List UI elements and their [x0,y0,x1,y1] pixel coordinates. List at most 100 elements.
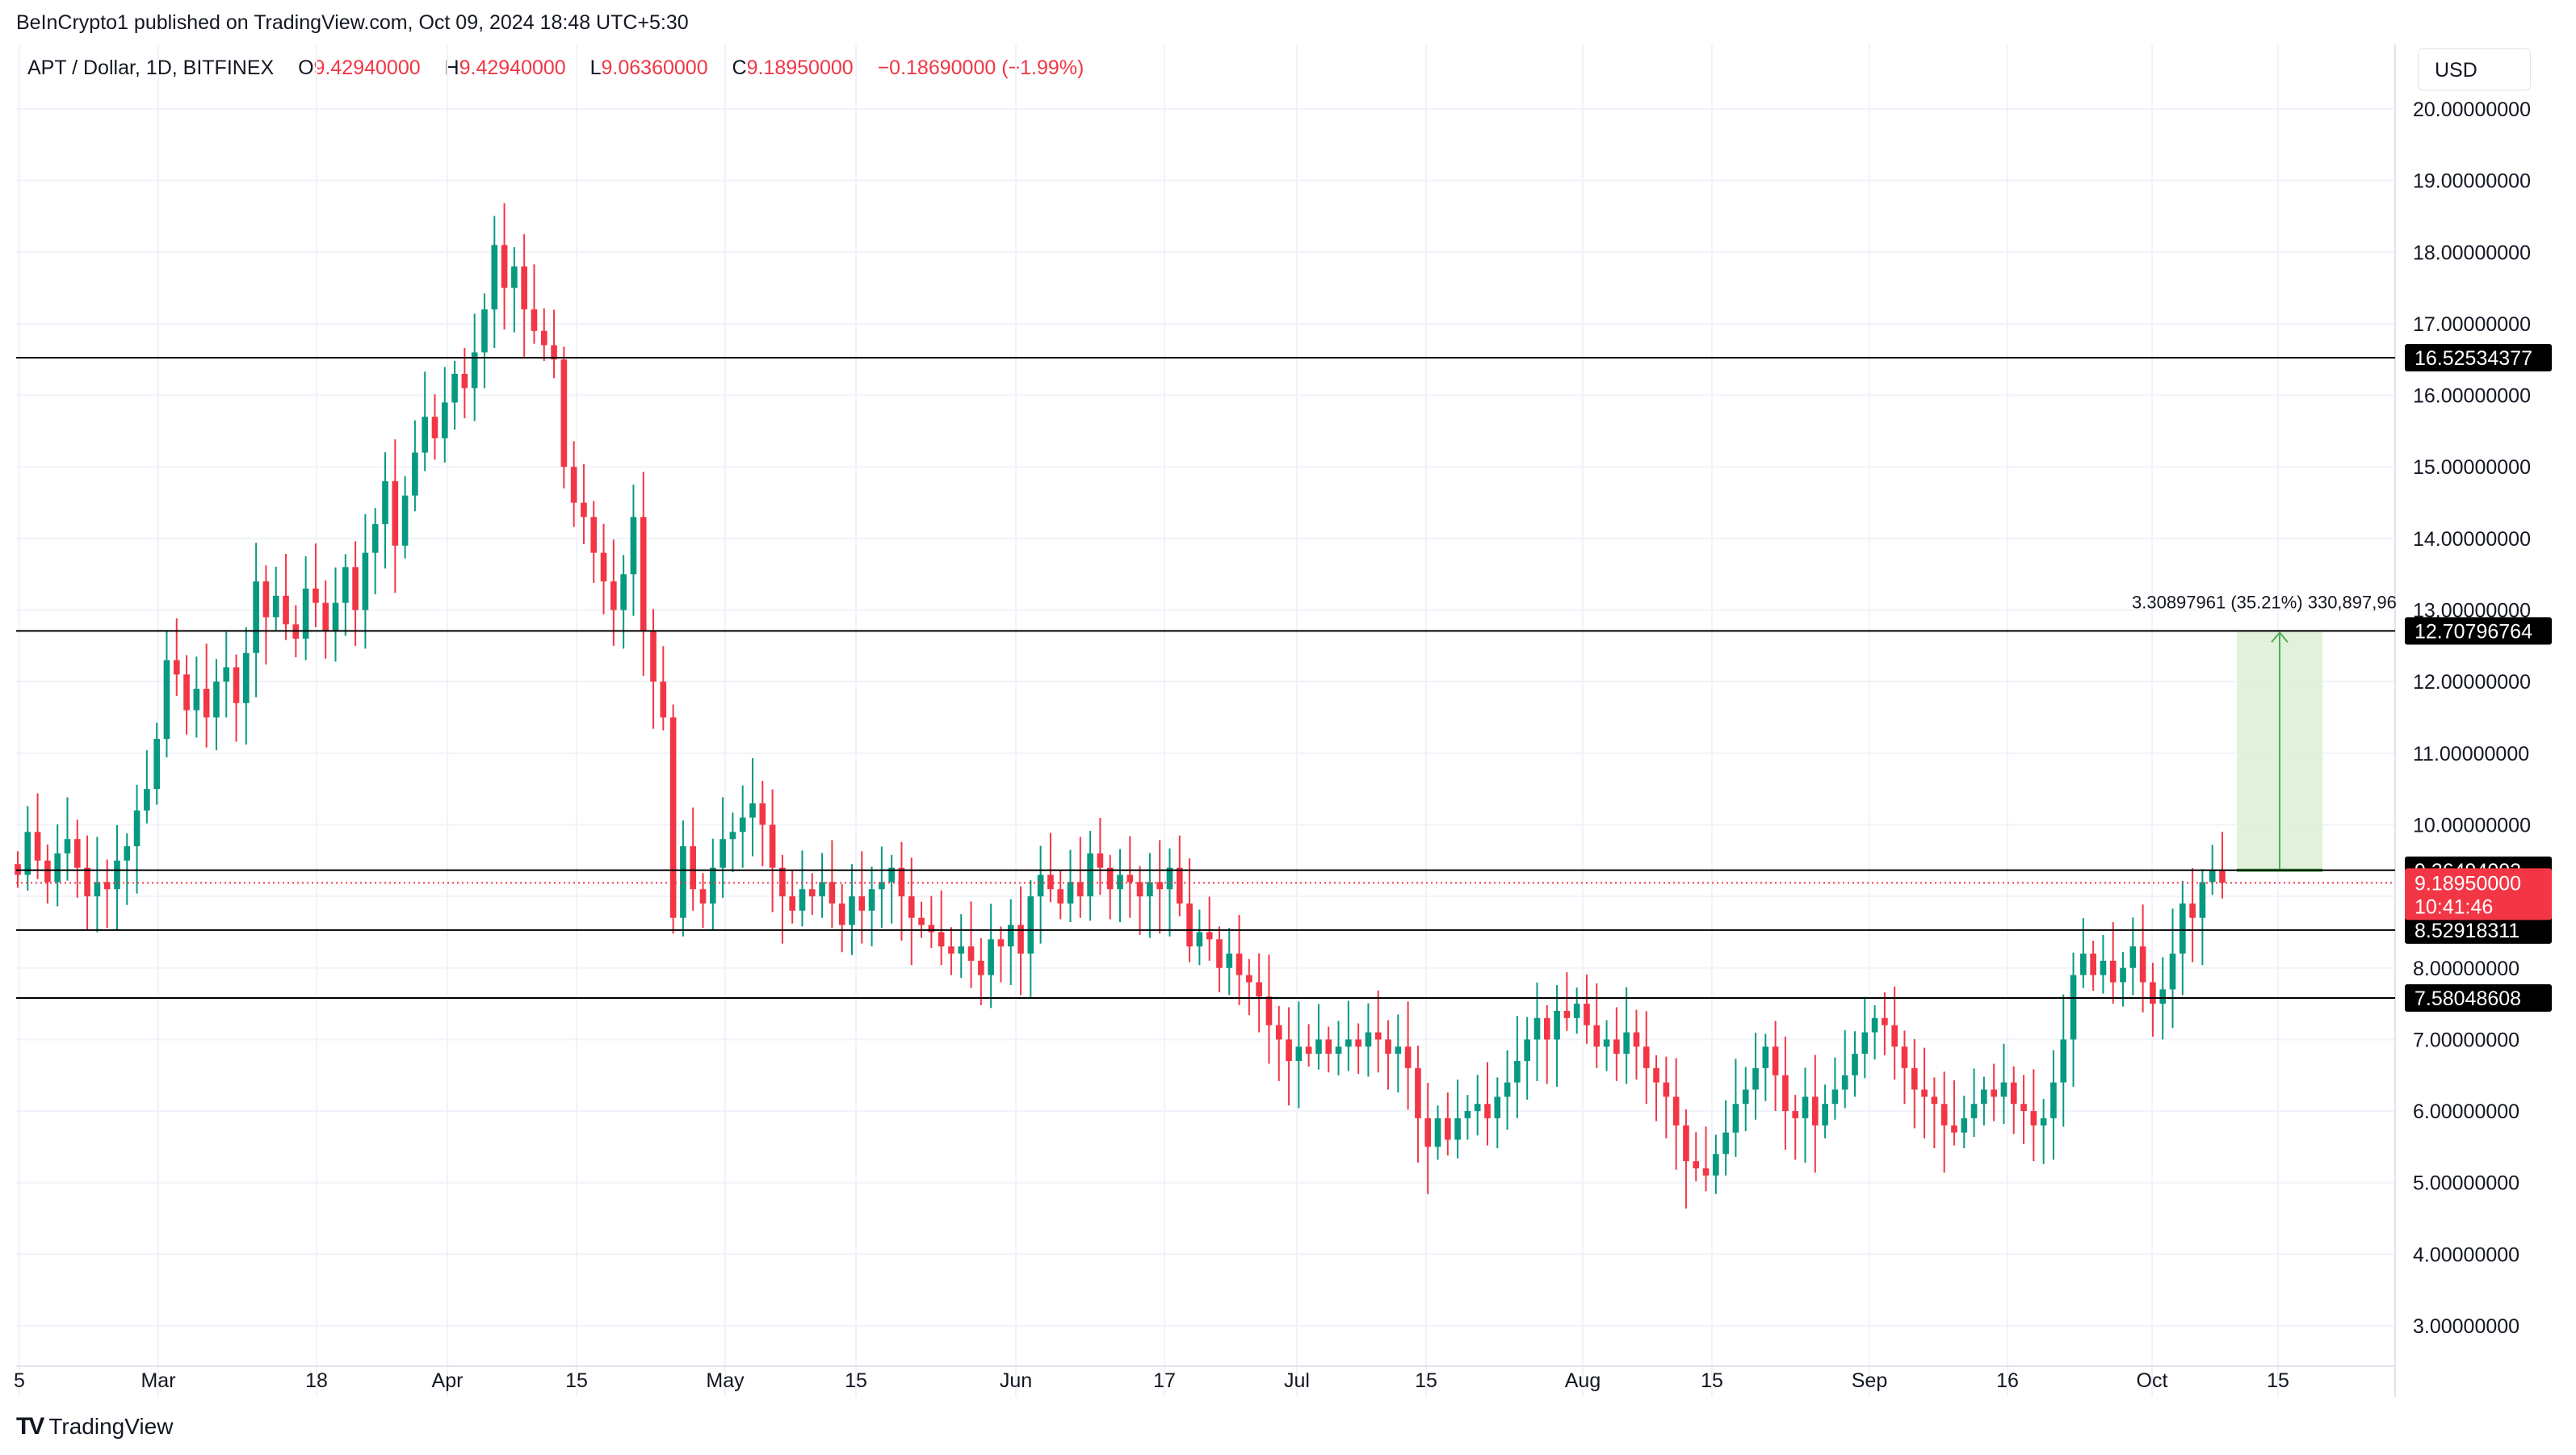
measure-arrowhead-icon [2271,631,2289,644]
candle [1891,986,1898,1080]
candle-body [1732,1104,1739,1133]
candle [1683,1109,1689,1209]
candle [1921,1047,1928,1138]
candle [769,789,776,912]
candle [1951,1080,1957,1146]
candle [1325,1026,1332,1073]
candle-body [313,588,319,603]
candle-body [1871,1017,1878,1033]
candle [124,833,131,905]
symbol-label[interactable]: APT / Dollar, 1D, BITFINEX [27,57,275,79]
candle [1504,1050,1511,1130]
candle-body [948,946,954,954]
candle [1613,1007,1620,1081]
candle [1782,1036,1789,1150]
candle [729,812,736,872]
candle [1663,1056,1670,1138]
candle [2090,941,2096,992]
candle [243,627,250,745]
candle [491,216,498,349]
candle-body [849,896,855,925]
candle [2109,922,2117,1004]
ohlc-legend: APT / Dollar, 1D, BITFINEX O9.42940000 H… [27,57,1084,80]
candle-body [481,309,488,353]
candle [1385,1020,1391,1090]
candle [1017,886,1024,996]
candle-body [1702,1168,1710,1176]
candle [590,501,598,583]
high-value: 9.42940000 [459,57,566,79]
candle-body [2139,946,2146,983]
candle-body [163,660,170,740]
candle-body [1474,1104,1481,1112]
candle [1246,958,1252,1016]
candle [1593,983,1601,1068]
candle-body [2120,967,2126,983]
candle-body [1404,1046,1412,1068]
candle [1861,996,1869,1079]
candle-body [2080,954,2087,975]
candle [1106,854,1114,920]
open-value: 9.42940000 [313,57,421,79]
candle-body [560,359,568,468]
candle [94,837,101,933]
candle-body [1067,882,1074,904]
candle [203,644,210,748]
candle-body [1623,1032,1630,1055]
candle [540,308,548,362]
candle-body [1206,932,1213,940]
candle [431,394,438,460]
candle [2080,918,2087,988]
candle [699,873,707,929]
candle-body [680,846,686,918]
level-label: 12.70796764 [2414,620,2532,643]
candle [322,580,329,659]
candle-body [1106,867,1114,890]
candle-body [1713,1154,1719,1176]
candle [669,704,677,934]
level-label-bg [2405,916,2552,944]
candle [84,835,90,929]
candle [1722,1100,1729,1176]
candle-body [978,960,984,975]
candle [1633,1009,1640,1080]
publisher-caption: BeInCrypto1 published on TradingView.com… [16,11,689,34]
candle [1811,1055,1819,1173]
candle-body [362,552,369,610]
candle [1911,1038,1918,1129]
candle-body [1921,1089,1928,1097]
candle-body [640,517,647,632]
candle [789,870,796,924]
candle-body [551,345,557,360]
candle [1841,1029,1848,1109]
candle [24,806,31,891]
candle-body [342,567,349,603]
candle-body [739,817,746,832]
candle [1643,1011,1650,1105]
candle-body [1176,867,1183,904]
candle-body [600,552,607,582]
candle-body [1156,882,1164,890]
x-tick-label: 5 [14,1369,25,1392]
candle-body [1970,1104,1978,1118]
candle-body [819,882,825,897]
candle [1315,1004,1322,1070]
candle-body [1117,874,1123,890]
candle-body [1265,996,1273,1025]
currency-selector[interactable]: USD [2418,48,2531,90]
candle-body [1147,882,1153,897]
candle-body [332,602,339,632]
candle-body [124,846,131,861]
candle-body [2040,1117,2047,1126]
candle-body [888,867,895,883]
candle [223,631,230,718]
candle-body [2199,882,2206,918]
candle [1742,1067,1749,1131]
candle [1434,1105,1441,1160]
candle-body [1295,1046,1303,1062]
candle [581,463,587,544]
candle-body [371,524,379,553]
y-tick-label: 19.00000000 [2413,170,2531,193]
candle-body [1335,1046,1342,1055]
